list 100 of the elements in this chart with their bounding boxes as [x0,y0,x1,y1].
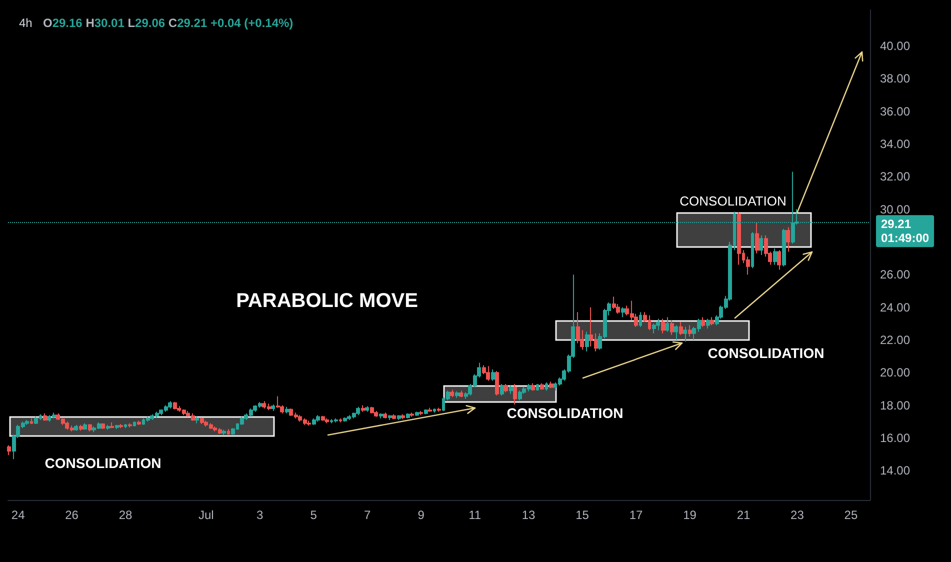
candlestick [683,326,687,342]
candlestick [110,422,114,429]
candlestick [168,400,172,410]
candlestick [424,408,428,415]
candlestick [124,424,127,429]
candlestick [737,212,741,266]
y-tick-label: 16.00 [880,430,910,445]
y-tick-label: 24.00 [880,300,910,314]
candlestick [513,384,517,405]
x-tick-label: 7 [364,508,372,522]
candlestick [195,416,199,424]
x-tick-label: 5 [310,508,318,522]
candlestick [133,421,136,427]
candlestick [339,418,342,423]
x-tick-label: 25 [844,508,858,522]
y-tick-label: 26.00 [880,268,910,282]
x-tick-label: 26 [65,508,79,522]
text: 4h [19,16,32,30]
candlestick [755,222,759,254]
candlestick [74,424,78,432]
candlestick [518,390,522,401]
candlestick [688,324,692,338]
candlestick [406,412,410,419]
candlestick [433,408,436,414]
candlestick [88,424,92,432]
candlestick [30,418,33,425]
candlestick [374,410,378,418]
candlestick [343,417,347,422]
x-tick-label: 17 [629,508,644,522]
candlestick [379,412,383,419]
candlestick [119,424,123,429]
candlestick [639,312,642,328]
candlestick [450,389,454,398]
candlestick [410,412,414,418]
x-tick-label: 19 [683,508,697,522]
x-tick-label: 9 [418,508,425,522]
annotation: CONSOLIDATION [708,345,824,361]
annotation: CONSOLIDATION [506,405,624,421]
candlestick [222,429,226,436]
candlestick [549,381,553,389]
x-tick-label: 28 [118,508,133,522]
candlestick [325,418,329,424]
candlestick [83,422,87,430]
candlestick [437,407,441,412]
y-tick-label: 14.00 [880,464,910,478]
candlestick [128,422,132,428]
candlestick [388,414,392,420]
candlestick [7,444,11,456]
candlestick [486,366,490,382]
annotation: PARABOLIC MOVE [236,290,418,312]
candlestick [356,406,360,416]
x-tick-label: 11 [468,508,482,522]
x-tick-label: 3 [256,508,264,522]
candlestick [312,418,316,426]
candlestick [200,417,204,425]
x-tick-label: Jul [198,508,214,522]
candlestick [137,420,141,426]
text: O29.16 H30.01 L29.06 C29.21 +0.04 (+0.14%) [43,16,294,30]
y-tick-label: 38.00 [880,72,910,86]
ref-line-label: 29.21 01:49:00 [881,217,930,246]
candlestick [545,382,548,392]
y-tick-label: 18.00 [880,398,910,412]
candlestick [459,390,463,398]
x-tick-label: 24 [11,508,26,522]
candlestick [679,321,683,336]
candlestick [392,414,396,420]
annotation: CONSOLIDATION [680,194,786,208]
candlestick [383,412,387,419]
candlestick [701,316,705,328]
candlestick [79,424,83,432]
y-tick-label: 30.00 [880,202,910,216]
y-tick-label: 34.00 [880,136,910,151]
candlestick [43,412,47,422]
candlestick [531,382,535,392]
candlestick [500,384,504,396]
y-tick-label: 36.00 [880,104,910,118]
x-tick-label: 15 [576,508,590,522]
candlestick [661,318,665,334]
candlestick [101,422,105,430]
candlestick [491,368,495,382]
candlestick [316,414,320,422]
candlestick [365,406,369,412]
candlestick [173,402,177,410]
candlestick [759,234,763,256]
candlestick [540,382,544,390]
candlestick [227,428,230,436]
candlestick [665,316,669,332]
candlestick [361,404,365,412]
candlestick [106,424,110,430]
candlestick [777,250,781,270]
x-tick-label: 21 [736,508,750,522]
candlestick [585,331,589,352]
candlestick [674,324,678,340]
candlestick [670,320,674,336]
x-tick-label: 23 [790,508,804,522]
candlestick [504,384,508,393]
candlestick [307,420,311,426]
y-tick-label: 40.00 [880,38,910,53]
candlestick [397,414,401,420]
annotation: CONSOLIDATION [44,455,162,471]
